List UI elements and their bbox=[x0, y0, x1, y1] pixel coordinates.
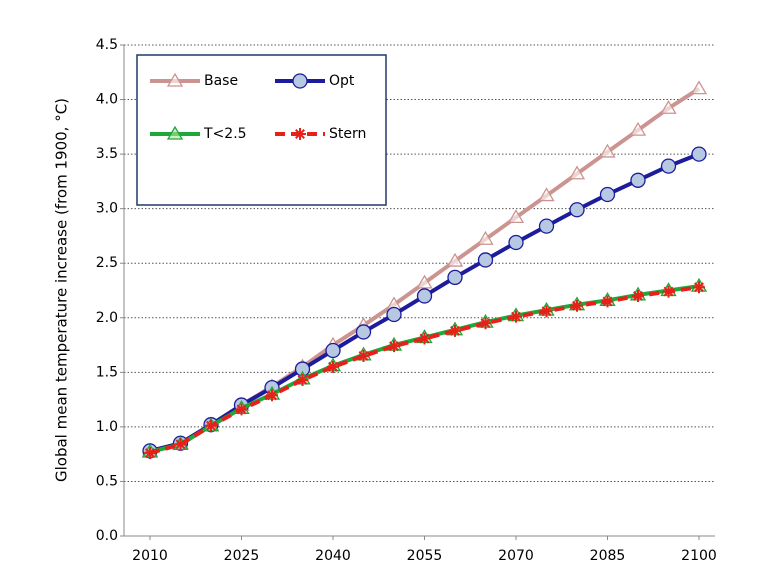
y-tick-label: 1.5 bbox=[96, 364, 118, 380]
y-tick-label: 1.0 bbox=[96, 419, 118, 435]
x-tick-label: 2025 bbox=[224, 548, 260, 564]
marker bbox=[355, 324, 372, 340]
marker bbox=[630, 172, 646, 188]
legend-label: Stern bbox=[329, 126, 366, 142]
x-tick-label: 2055 bbox=[407, 548, 443, 564]
legend-label: T<2.5 bbox=[203, 126, 247, 142]
marker bbox=[325, 342, 341, 359]
marker bbox=[296, 373, 309, 386]
marker bbox=[510, 310, 522, 323]
marker bbox=[571, 299, 583, 312]
marker bbox=[538, 218, 555, 234]
marker bbox=[660, 99, 677, 114]
marker bbox=[418, 332, 431, 345]
marker bbox=[416, 274, 433, 289]
marker bbox=[205, 419, 217, 432]
marker bbox=[629, 121, 647, 136]
marker bbox=[568, 165, 586, 180]
y-tick-label: 0.5 bbox=[96, 473, 118, 489]
y-tick-label: 4.5 bbox=[96, 37, 118, 53]
marker bbox=[540, 305, 553, 318]
y-tick-label: 2.0 bbox=[96, 310, 118, 326]
y-tick-label: 0.0 bbox=[96, 528, 118, 544]
marker bbox=[447, 269, 463, 286]
legend-marker bbox=[294, 128, 306, 140]
marker bbox=[386, 306, 402, 323]
legend-marker bbox=[292, 73, 308, 89]
plot bbox=[141, 80, 708, 460]
marker bbox=[266, 389, 278, 402]
marker bbox=[599, 186, 616, 203]
marker bbox=[235, 403, 248, 416]
marker bbox=[690, 80, 708, 95]
marker bbox=[479, 317, 492, 330]
x-tick-label: 2100 bbox=[681, 548, 717, 564]
y-axis-label: Global mean temperature increase (from 1… bbox=[53, 98, 71, 482]
marker bbox=[508, 234, 524, 251]
marker bbox=[174, 438, 187, 451]
marker bbox=[632, 289, 644, 302]
y-tick-label: 3.0 bbox=[96, 201, 118, 217]
y-tick-label: 3.5 bbox=[96, 146, 118, 162]
marker bbox=[477, 252, 494, 268]
legend-items: Base Opt T<2.5 Stern bbox=[150, 72, 366, 142]
marker bbox=[477, 230, 494, 245]
marker bbox=[569, 202, 585, 218]
marker bbox=[601, 295, 614, 308]
marker bbox=[693, 281, 705, 294]
x-tick-label: 2085 bbox=[590, 548, 626, 564]
marker bbox=[144, 447, 156, 460]
y-tick-label: 4.0 bbox=[96, 92, 118, 108]
marker bbox=[416, 288, 433, 304]
marker bbox=[446, 252, 464, 267]
marker bbox=[538, 187, 555, 202]
legend-marker bbox=[166, 125, 184, 140]
marker bbox=[599, 143, 616, 158]
x-tick-label: 2070 bbox=[498, 548, 534, 564]
marker bbox=[388, 340, 400, 353]
marker bbox=[357, 349, 370, 362]
y-tick-label: 2.5 bbox=[96, 255, 118, 271]
legend-label: Opt bbox=[329, 73, 355, 89]
series-line bbox=[149, 284, 700, 454]
marker bbox=[449, 324, 461, 337]
marker bbox=[327, 360, 339, 373]
series-line bbox=[149, 285, 700, 455]
marker bbox=[691, 146, 707, 162]
marker bbox=[507, 209, 525, 224]
marker bbox=[660, 158, 677, 174]
legend-marker bbox=[166, 72, 184, 87]
marker bbox=[662, 285, 675, 298]
legend-label: Base bbox=[204, 73, 238, 89]
x-tick-label: 2010 bbox=[132, 548, 168, 564]
x-tick-label: 2040 bbox=[315, 548, 351, 564]
